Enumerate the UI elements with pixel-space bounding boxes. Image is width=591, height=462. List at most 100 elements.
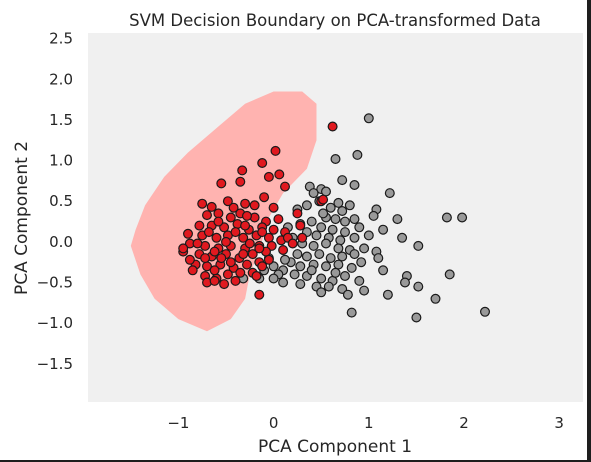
data-point-gray bbox=[325, 253, 336, 264]
data-point-red bbox=[194, 220, 205, 231]
data-point-red bbox=[244, 238, 255, 249]
data-point-red bbox=[242, 259, 253, 270]
data-point-red bbox=[292, 208, 303, 219]
y-tick-label: 0.5 bbox=[49, 192, 73, 210]
data-point-red bbox=[209, 246, 220, 257]
x-tick-label: −1 bbox=[167, 414, 189, 432]
data-point-gray bbox=[368, 210, 379, 221]
data-point-red bbox=[178, 243, 189, 254]
data-point-red bbox=[235, 176, 246, 187]
data-point-gray bbox=[441, 212, 452, 223]
chart-title: SVM Decision Boundary on PCA-transformed… bbox=[129, 11, 541, 30]
data-point-gray bbox=[359, 243, 370, 254]
data-point-gray bbox=[346, 307, 357, 318]
data-point-red bbox=[278, 245, 289, 256]
data-point-red bbox=[287, 238, 298, 249]
data-point-red bbox=[273, 214, 284, 225]
data-point-red bbox=[297, 232, 308, 243]
data-point-gray bbox=[327, 224, 338, 235]
x-tick-label: 1 bbox=[364, 414, 374, 432]
data-point-red bbox=[213, 216, 224, 227]
data-point-red bbox=[295, 220, 306, 231]
data-point-red bbox=[254, 243, 265, 254]
data-point-gray bbox=[318, 208, 329, 219]
data-point-red bbox=[184, 254, 195, 265]
data-point-red bbox=[228, 202, 239, 213]
data-point-red bbox=[209, 265, 220, 276]
data-point-red bbox=[222, 269, 233, 280]
data-point-gray bbox=[289, 269, 300, 280]
x-tick-label: 3 bbox=[554, 414, 564, 432]
window-edge-bottom bbox=[0, 460, 591, 462]
data-point-gray bbox=[349, 232, 360, 243]
data-point-red bbox=[238, 232, 249, 243]
data-point-red bbox=[206, 201, 217, 212]
data-point-red bbox=[211, 232, 222, 243]
data-point-red bbox=[242, 210, 253, 221]
data-point-gray bbox=[314, 249, 325, 260]
data-point-gray bbox=[330, 267, 341, 278]
window-edge-right bbox=[587, 0, 591, 462]
y-tick-label: 1.0 bbox=[49, 152, 73, 170]
data-point-red bbox=[251, 271, 262, 282]
data-point-gray bbox=[321, 261, 332, 272]
data-point-red bbox=[216, 253, 227, 264]
data-point-gray bbox=[316, 222, 327, 233]
data-point-red bbox=[219, 279, 230, 290]
data-point-gray bbox=[323, 281, 334, 292]
y-tick-label: −1.0 bbox=[37, 314, 73, 332]
x-tick-label: 2 bbox=[459, 414, 469, 432]
y-tick-label: −0.5 bbox=[37, 274, 73, 292]
decision-region bbox=[130, 91, 317, 332]
data-point-red bbox=[254, 289, 265, 300]
data-point-gray bbox=[349, 249, 360, 260]
data-point-gray bbox=[308, 188, 319, 199]
data-point-gray bbox=[457, 212, 468, 223]
data-point-gray bbox=[301, 200, 312, 211]
data-point-red bbox=[197, 198, 208, 209]
data-point-gray bbox=[373, 253, 384, 264]
data-point-gray bbox=[325, 202, 336, 213]
y-tick-label: −1.5 bbox=[37, 355, 73, 373]
data-point-gray bbox=[340, 216, 351, 227]
data-point-gray bbox=[330, 214, 341, 225]
data-point-gray bbox=[337, 251, 348, 262]
y-tick-labels: −1.5 −1.0 −0.5 0.0 0.5 1.0 1.5 2.0 2.5 bbox=[37, 30, 73, 373]
data-point-gray bbox=[480, 306, 491, 317]
data-point-gray bbox=[346, 262, 357, 273]
data-point-red bbox=[318, 194, 329, 205]
data-point-gray bbox=[359, 285, 370, 296]
data-point-red bbox=[274, 169, 285, 180]
data-point-gray bbox=[363, 230, 374, 241]
data-point-red bbox=[268, 202, 279, 213]
data-point-gray bbox=[330, 154, 341, 165]
data-point-red bbox=[235, 267, 246, 278]
data-point-gray bbox=[321, 238, 332, 249]
data-point-gray bbox=[413, 240, 424, 251]
data-point-gray bbox=[301, 251, 312, 262]
data-point-gray bbox=[278, 277, 289, 288]
data-point-gray bbox=[340, 271, 351, 282]
data-point-red bbox=[221, 236, 232, 247]
points-layer bbox=[178, 113, 491, 323]
data-point-gray bbox=[340, 227, 351, 238]
y-tick-label: 2.5 bbox=[49, 30, 73, 48]
data-point-gray bbox=[349, 180, 360, 191]
data-point-gray bbox=[411, 312, 422, 323]
data-point-red bbox=[202, 210, 213, 221]
data-point-gray bbox=[378, 224, 389, 235]
data-point-red bbox=[225, 212, 236, 223]
data-point-gray bbox=[384, 188, 395, 199]
data-point-gray bbox=[382, 289, 393, 300]
data-point-gray bbox=[295, 279, 306, 290]
data-point-gray bbox=[316, 287, 327, 298]
data-point-gray bbox=[344, 200, 355, 211]
data-point-red bbox=[225, 257, 236, 268]
data-point-red bbox=[209, 275, 220, 286]
data-point-gray bbox=[413, 281, 424, 292]
data-point-gray bbox=[337, 175, 348, 186]
x-tick-label: 0 bbox=[269, 414, 279, 432]
data-point-red bbox=[259, 192, 270, 203]
data-point-gray bbox=[400, 277, 411, 288]
data-point-gray bbox=[397, 232, 408, 243]
